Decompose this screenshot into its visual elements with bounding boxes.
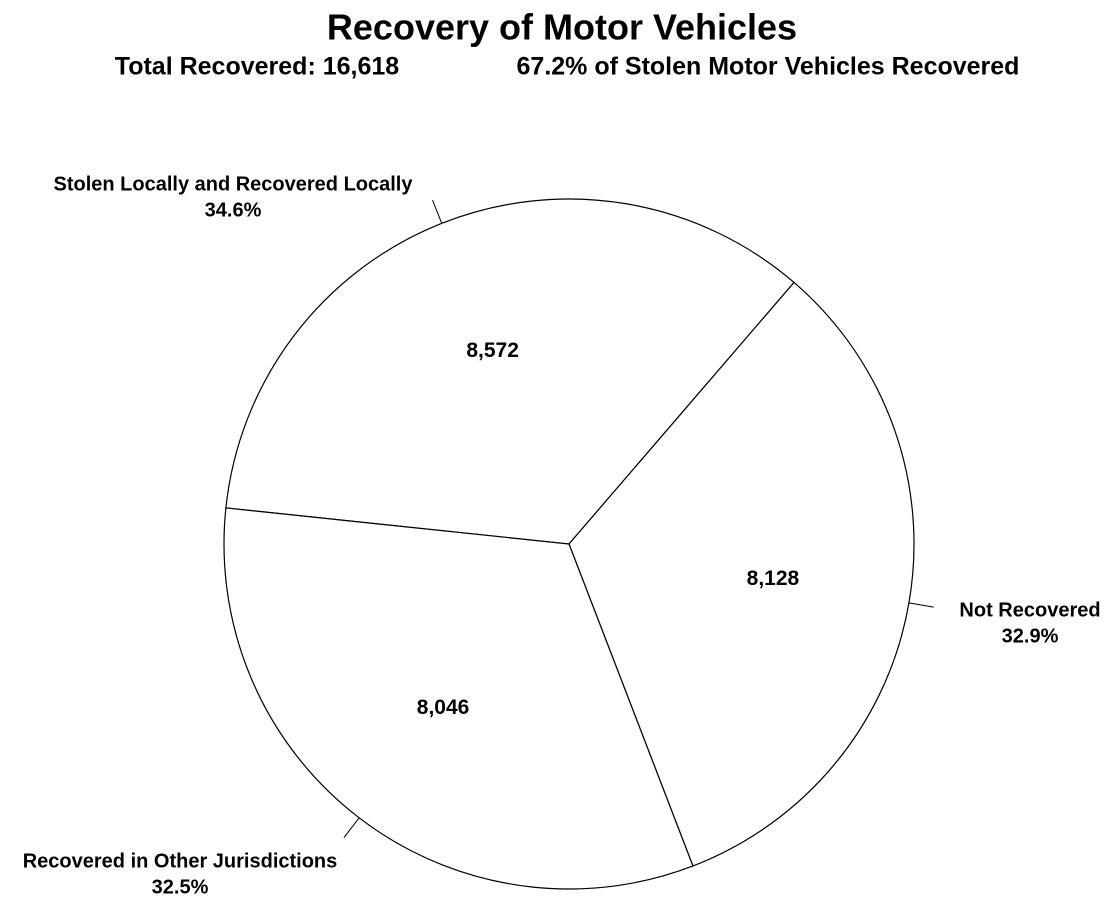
- pie-slice: [568, 281, 915, 867]
- slice-label: Recovered in Other Jurisdictions: [23, 850, 338, 872]
- leader-line: [343, 817, 360, 838]
- percent-label: 32.9%: [1002, 625, 1059, 647]
- leader-line: [432, 199, 443, 224]
- pie-slice: [225, 198, 795, 545]
- subtitle: 67.2% of Stolen Motor Vehicles Recovered: [517, 53, 1020, 81]
- slice-label: Not Recovered: [959, 599, 1100, 621]
- value-label: 8,572: [466, 339, 519, 362]
- percent-label: 32.5%: [152, 876, 209, 898]
- percent-label: 34.6%: [205, 199, 262, 221]
- value-label: 8,128: [747, 567, 800, 590]
- chart-title: Recovery of Motor Vehicles: [327, 7, 797, 48]
- value-label: 8,046: [417, 696, 470, 719]
- leader-line: [908, 602, 934, 608]
- slice-label: Stolen Locally and Recovered Locally: [53, 173, 413, 195]
- subtitle: Total Recovered: 16,618: [115, 53, 399, 81]
